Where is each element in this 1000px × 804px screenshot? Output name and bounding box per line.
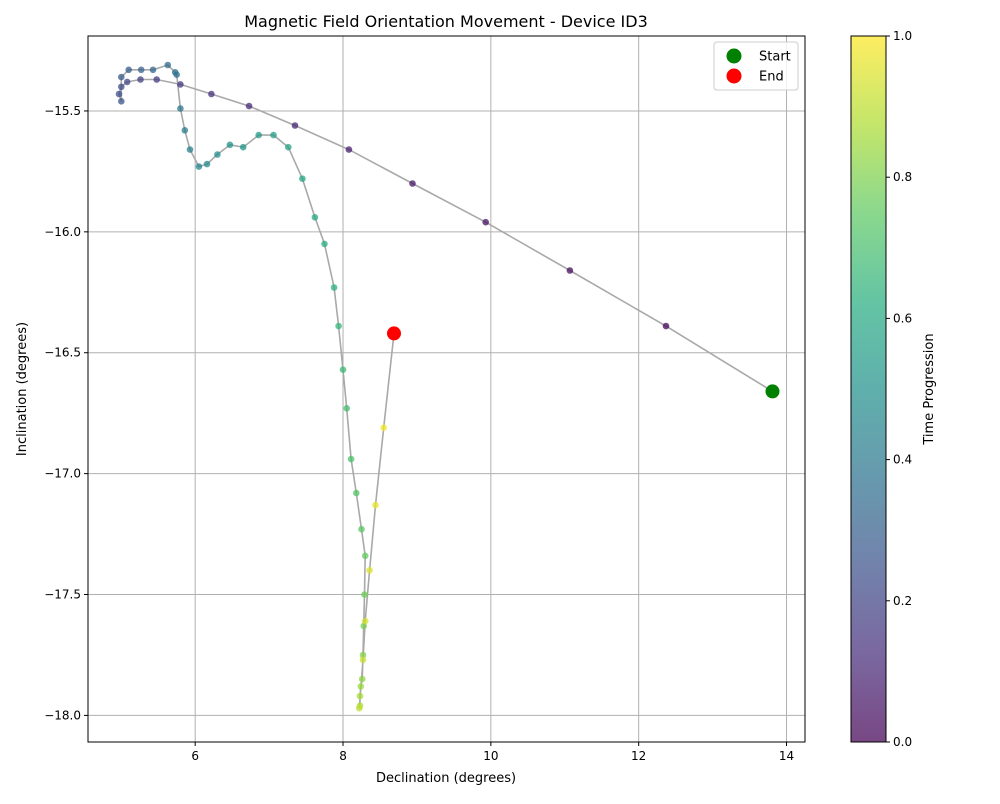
colorbar-frame <box>850 35 887 743</box>
data-point <box>208 90 215 98</box>
colorbar-label: Time Progression <box>922 333 937 445</box>
plot-frame <box>87 35 806 743</box>
legend-start-marker <box>726 48 742 64</box>
data-point <box>299 175 306 182</box>
y-tick-label: −17.5 <box>44 588 81 602</box>
colorbar: 0.0 0.2 0.4 0.6 0.8 1.0 Time Progression <box>850 29 937 749</box>
colorbar-tick-label: 0.8 <box>893 170 912 184</box>
data-point <box>358 675 366 683</box>
data-point <box>118 98 125 105</box>
data-point <box>164 61 172 69</box>
data-point <box>356 704 363 712</box>
y-tick-label: −17.0 <box>44 467 81 481</box>
start-marker <box>765 384 780 399</box>
data-point <box>137 66 145 74</box>
data-point <box>226 141 234 149</box>
colorbar-tick-label: 0.0 <box>893 735 912 749</box>
data-point <box>359 651 367 659</box>
x-axis-label: Declination (degrees) <box>376 771 516 786</box>
data-point <box>358 525 365 533</box>
data-point <box>239 143 247 151</box>
data-point <box>195 163 203 170</box>
data-point <box>321 240 328 248</box>
data-point <box>125 66 132 74</box>
data-point <box>380 424 388 432</box>
y-tick-label: −16.0 <box>44 225 81 239</box>
data-point <box>149 66 157 74</box>
x-axis-ticks: 6 8 10 12 14 <box>191 742 794 763</box>
data-point <box>186 146 194 153</box>
data-point <box>339 366 347 374</box>
data-point <box>285 143 292 151</box>
y-tick-label: −16.5 <box>44 346 81 360</box>
legend: Start End <box>713 41 799 91</box>
data-point <box>356 692 364 700</box>
x-tick-label: 10 <box>483 749 498 763</box>
series-line <box>118 64 773 709</box>
data-point <box>214 151 221 158</box>
data-point <box>353 489 360 497</box>
colorbar-tick-label: 1.0 <box>893 29 912 43</box>
data-point <box>343 405 351 412</box>
data-point <box>361 591 368 598</box>
data-point <box>177 81 184 88</box>
data-point <box>345 146 353 153</box>
data-point <box>361 617 369 625</box>
legend-end-label: End <box>759 70 784 85</box>
data-point <box>137 76 144 83</box>
grid <box>88 36 805 742</box>
legend-end-marker <box>726 68 742 84</box>
y-axis-label: Inclination (degrees) <box>15 322 30 456</box>
data-point <box>270 131 277 139</box>
data-point <box>255 131 262 139</box>
data-point <box>357 683 365 690</box>
data-point <box>347 455 355 463</box>
y-tick-label: −15.5 <box>44 104 81 118</box>
path-line <box>118 64 773 709</box>
data-point <box>311 214 319 221</box>
x-tick-label: 12 <box>631 749 646 763</box>
data-point <box>662 322 670 330</box>
end-marker <box>387 326 401 341</box>
y-axis-ticks: −18.0 −17.5 −17.0 −16.5 −16.0 −15.5 <box>44 104 88 722</box>
y-tick-label: −18.0 <box>44 708 81 722</box>
data-point <box>173 71 180 78</box>
data-point <box>203 160 211 168</box>
data-point <box>330 284 338 291</box>
data-point <box>482 218 490 226</box>
data-point <box>359 656 367 664</box>
data-point <box>118 73 125 81</box>
data-point <box>177 105 184 112</box>
start-end-markers <box>387 326 780 399</box>
colorbar-tick-label: 0.4 <box>893 453 912 467</box>
data-point <box>153 76 160 83</box>
data-point <box>566 267 574 274</box>
data-point <box>118 83 125 91</box>
colorbar-tick-label: 0.2 <box>893 594 912 608</box>
legend-start-label: Start <box>759 50 791 65</box>
x-tick-label: 6 <box>191 749 199 763</box>
data-point <box>372 501 379 509</box>
x-tick-label: 14 <box>779 749 794 763</box>
data-points <box>115 61 776 712</box>
colorbar-gradient <box>851 36 886 742</box>
chart-title: Magnetic Field Orientation Movement - De… <box>244 12 648 31</box>
data-point <box>361 552 369 560</box>
data-point <box>181 127 189 134</box>
data-point <box>291 122 299 129</box>
data-point <box>245 102 253 110</box>
data-point <box>123 78 131 86</box>
colorbar-tick-label: 0.6 <box>893 311 912 325</box>
data-point <box>335 322 342 330</box>
x-tick-label: 8 <box>339 749 347 763</box>
colorbar-ticks: 0.0 0.2 0.4 0.6 0.8 1.0 <box>886 29 912 749</box>
data-point <box>366 567 373 574</box>
data-point <box>409 180 416 187</box>
data-point <box>115 90 123 98</box>
